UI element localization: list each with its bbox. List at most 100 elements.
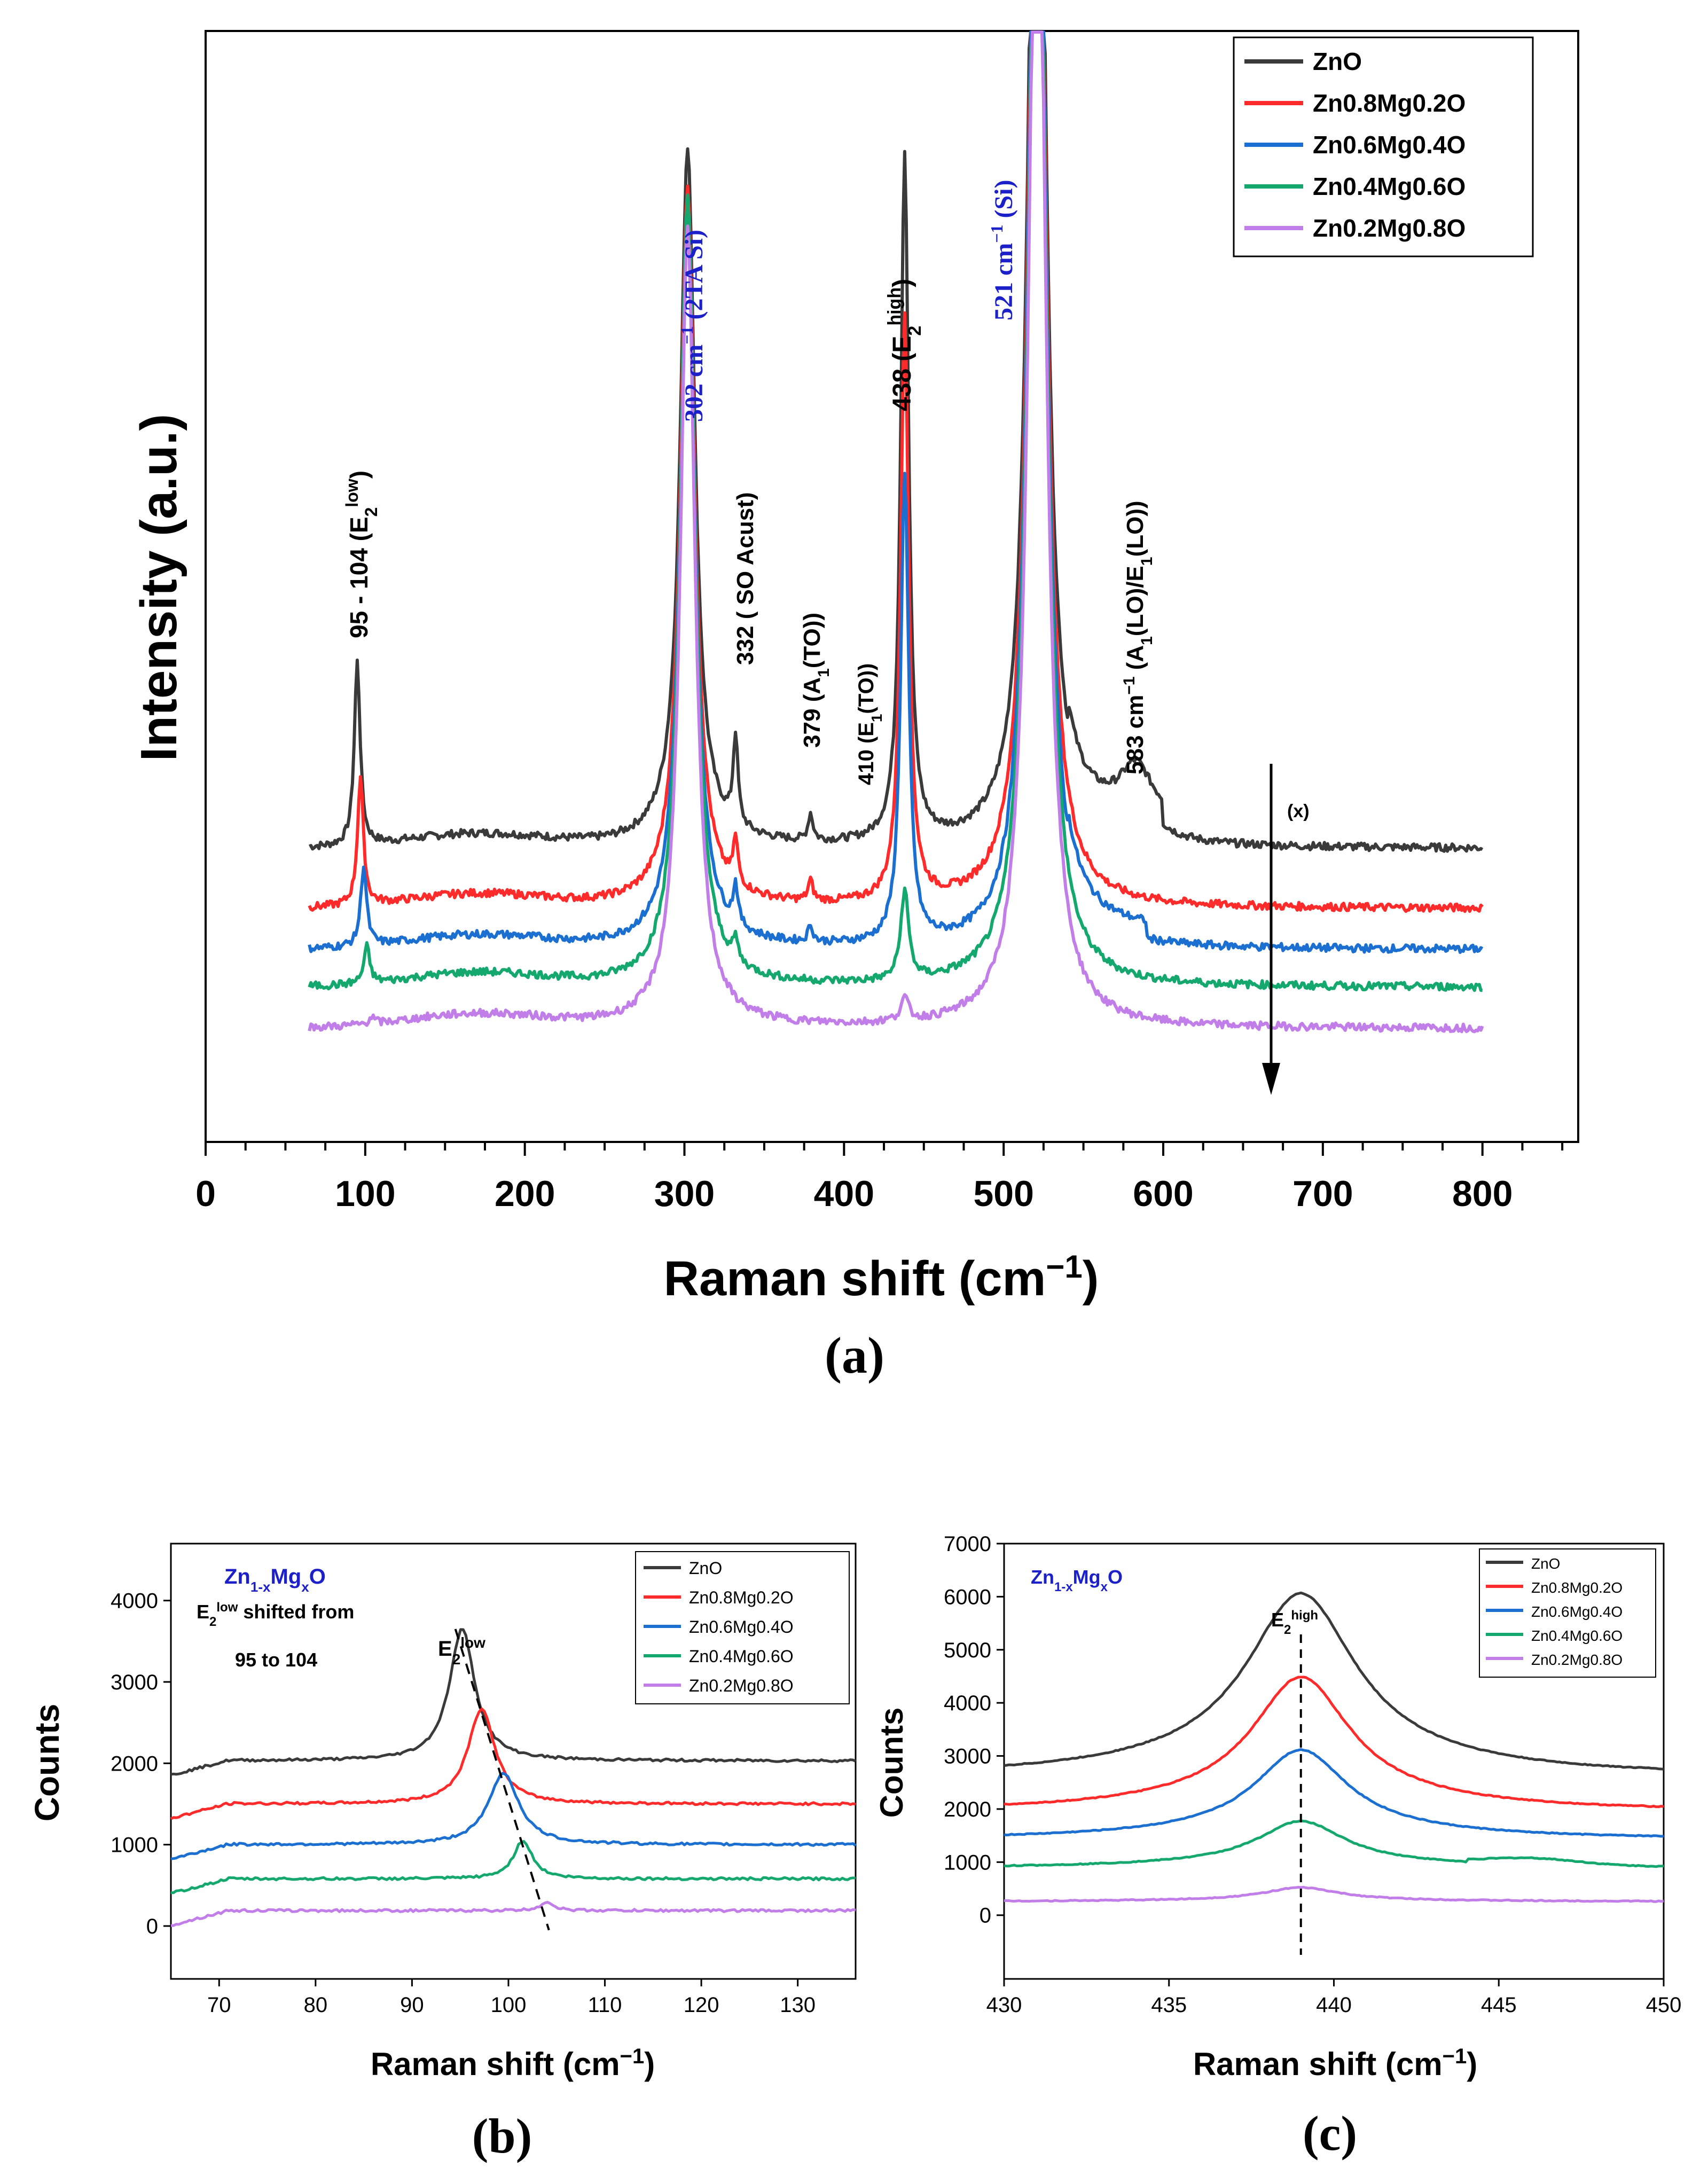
annotation-521-si: 521 cm−1 (Si) [987, 179, 1018, 320]
panel-a-x-label: Raman shift (cm−1) [664, 1249, 1099, 1306]
panel-c: 0 1000 2000 3000 4000 5000 6000 7000 430 435 440 44… [874, 1532, 1681, 2161]
x-tick-label: 430 [986, 1993, 1022, 2017]
series-line-Zn0.2Mg0.8O [170, 1900, 856, 1927]
legend-label: Zn0.2Mg0.8O [689, 1676, 794, 1695]
y-tick-label: 1000 [944, 1851, 991, 1874]
series-line-ZnO [1004, 1591, 1664, 1771]
x-tick-label: 450 [1646, 1993, 1682, 2017]
legend-label: Zn0.8Mg0.2O [1531, 1579, 1623, 1596]
x-tick-label: 0 [195, 1173, 216, 1214]
series-line-Zn0.8Mg0.2O [308, 30, 1484, 913]
x-tick-label: 300 [654, 1173, 715, 1214]
x-tick-label: 800 [1452, 1173, 1513, 1214]
panel-a-y-label: Intensity (a.u.) [130, 414, 187, 762]
annotation-302-2ta-si: 302 cm−1 (2TA Si) [677, 230, 708, 422]
panel-a-series-group [308, 30, 1484, 1034]
x-tick-label: 100 [335, 1173, 395, 1214]
legend-label: Zn0.8Mg0.2O [689, 1588, 794, 1607]
legend-label: ZnO [1313, 48, 1362, 75]
x-tick-label: 200 [495, 1173, 555, 1214]
panel-a: 0 100 200 300 400 500 600 700 800 95 - 104 (E2lo… [130, 30, 1579, 1384]
panel-b-note-line2: 95 to 104 [235, 1649, 317, 1671]
decrease-arrow-head [1262, 1063, 1280, 1095]
x-tick-label: 70 [207, 1993, 231, 2017]
panel-c-peak-label: E2high [1271, 1608, 1318, 1637]
annotation-410-e1-to: 410 (E1(TO)) [855, 663, 885, 785]
y-tick-label: 6000 [944, 1585, 991, 1609]
x-tick-label: 130 [780, 1993, 816, 2017]
panel-c-label: (c) [1303, 2106, 1357, 2161]
y-tick-label: 5000 [944, 1639, 991, 1662]
legend-label: Zn0.4Mg0.6O [1531, 1627, 1623, 1644]
panel-c-axes: 0 1000 2000 3000 4000 5000 6000 7000 430 435 440 44… [944, 1532, 1681, 2017]
legend-label: ZnO [1531, 1555, 1560, 1572]
series-line-Zn0.8Mg0.2O [170, 1707, 856, 1820]
panel-a-x-ticks: 0 100 200 300 400 500 600 700 800 [195, 1142, 1564, 1214]
panel-c-x-label: Raman shift (cm−1) [1193, 2045, 1477, 2082]
panel-c-title: Zn1-xMgxO [1031, 1566, 1123, 1594]
arrow-label: (x) [1287, 801, 1310, 821]
legend-label: Zn0.4Mg0.6O [689, 1647, 794, 1666]
series-line-Zn0.6Mg0.4O [1004, 1748, 1664, 1838]
x-tick-label: 435 [1151, 1993, 1187, 2017]
x-tick-label: 440 [1316, 1993, 1352, 2017]
trend-line [454, 1629, 550, 1931]
x-tick-label: 700 [1292, 1173, 1353, 1214]
y-tick-label: 3000 [111, 1671, 158, 1694]
series-line-Zn0.8Mg0.2O [1004, 1676, 1664, 1809]
x-tick-label: 445 [1481, 1993, 1517, 2017]
legend-label: Zn0.6Mg0.4O [1313, 131, 1466, 159]
panel-b-series-group [170, 1628, 857, 1927]
series-line-ZnO [309, 30, 1484, 853]
series-line-Zn0.4Mg0.6O [170, 1840, 856, 1895]
panel-b-peak-label: E2low [438, 1634, 485, 1668]
panel-c-y-label: Counts [874, 1708, 910, 1818]
annotation-438-e2-high: 438 (E2high) [884, 279, 925, 411]
y-tick-label: 0 [980, 1904, 991, 1928]
panel-b-note: E2low shifted from [197, 1600, 354, 1629]
panel-c-legend: ZnO Zn0.8Mg0.2O Zn0.6Mg0.4O Zn0.4Mg0.6O Zn0.… [1479, 1548, 1656, 1678]
panel-b: 0 1000 2000 3000 4000 70 80 90 100 110 120 130 Zn1-… [28, 1543, 857, 2163]
panel-b-x-label: Raman shift (cm−1) [371, 2045, 655, 2082]
panel-b-title: Zn1-xMgxO [224, 1565, 326, 1595]
legend-label: Zn0.6Mg0.4O [689, 1617, 794, 1637]
panel-b-axes: 0 1000 2000 3000 4000 70 80 90 100 110 120 130 [111, 1590, 816, 2017]
annotation-332-so-acust: 332 ( SO Acust) [732, 492, 758, 665]
series-line-Zn0.4Mg0.6O [1004, 1819, 1664, 1868]
annotation-379-a1-to: 379 (A1(TO)) [799, 613, 833, 748]
y-tick-label: 7000 [944, 1532, 991, 1556]
x-tick-label: 400 [814, 1173, 874, 1214]
x-tick-label: 120 [684, 1993, 719, 2017]
annotation-e2-low: 95 - 104 (E2low) [342, 471, 381, 638]
annotation-583-lo: 583 cm−1 (A1(LO)/E1(LO)) [1121, 500, 1156, 774]
x-tick-label: 100 [491, 1993, 527, 2017]
x-tick-label: 80 [304, 1993, 328, 2017]
x-tick-label: 90 [400, 1993, 424, 2017]
y-tick-label: 3000 [944, 1745, 991, 1768]
series-line-Zn0.6Mg0.4O [308, 30, 1484, 954]
legend-label: Zn0.4Mg0.6O [1313, 173, 1466, 200]
series-line-Zn0.2Mg0.8O [308, 30, 1484, 1034]
y-tick-label: 0 [146, 1915, 158, 1938]
panel-b-legend: ZnO Zn0.8Mg0.2O Zn0.6Mg0.4O Zn0.4Mg0.6O Zn0.… [635, 1551, 850, 1704]
legend-label: Zn0.6Mg0.4O [1531, 1603, 1623, 1620]
legend-label: Zn0.8Mg0.2O [1313, 89, 1466, 117]
panel-c-legend-box [1479, 1548, 1656, 1678]
y-tick-label: 1000 [111, 1834, 158, 1857]
series-line-Zn0.2Mg0.8O [1004, 1885, 1664, 1903]
legend-label: ZnO [689, 1559, 722, 1578]
x-tick-label: 600 [1133, 1173, 1193, 1214]
series-line-Zn0.6Mg0.4O [170, 1772, 857, 1860]
series-line-Zn0.4Mg0.6O [308, 30, 1483, 992]
y-tick-label: 2000 [111, 1752, 158, 1775]
panel-b-y-label: Counts [28, 1704, 66, 1821]
panel-a-frame [205, 30, 1579, 1143]
y-tick-label: 4000 [944, 1692, 991, 1715]
y-tick-label: 4000 [111, 1590, 158, 1613]
panel-a-label: (a) [825, 1327, 884, 1384]
y-tick-label: 2000 [944, 1798, 991, 1821]
panel-a-legend: ZnO Zn0.8Mg0.2O Zn0.6Mg0.4O Zn0.4Mg0.6O Zn0.… [1233, 36, 1534, 257]
legend-label: Zn0.2Mg0.8O [1531, 1651, 1623, 1668]
series-line-ZnO [170, 1628, 857, 1776]
